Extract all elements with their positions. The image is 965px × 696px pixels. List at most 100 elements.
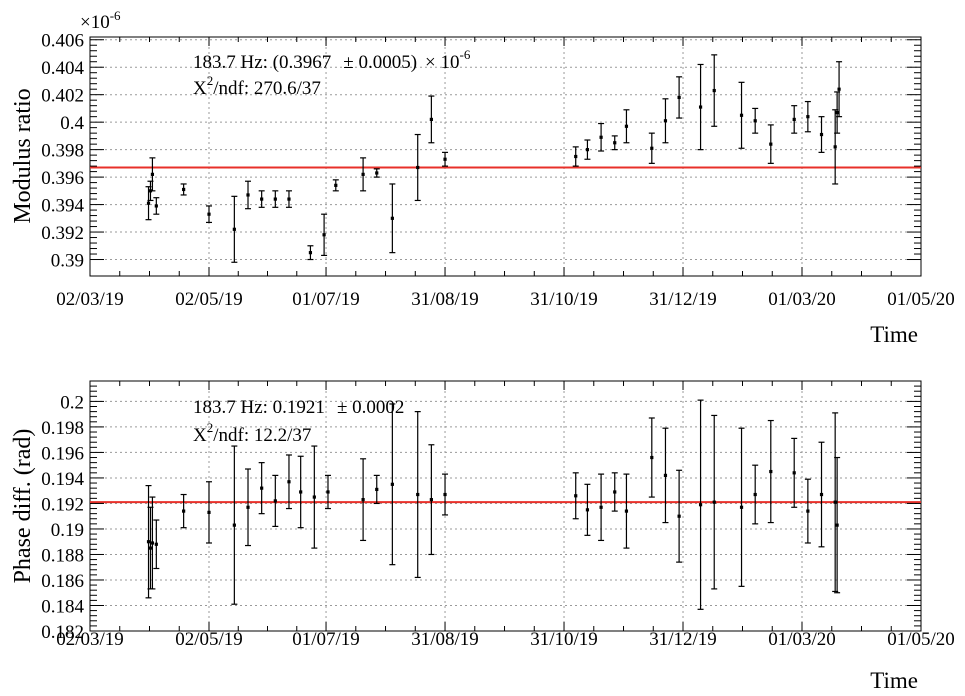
- marker: [650, 455, 654, 460]
- marker: [232, 523, 236, 527]
- marker: [182, 509, 186, 513]
- marker: [390, 482, 394, 486]
- marker: [150, 172, 155, 176]
- marker: [375, 171, 379, 175]
- marker: [663, 119, 668, 123]
- data-point: [584, 139, 591, 160]
- modulus-ratio-panel: 0.39 0.392 0.394 0.396 0.398 0.4 0.402 0.404 0.4…: [10, 8, 955, 347]
- data-point: [414, 133, 421, 202]
- data-point: [648, 132, 655, 164]
- data-point: [180, 183, 187, 196]
- y-tick-label: 0.394: [41, 196, 84, 217]
- data-point: [428, 444, 435, 556]
- data-point: [297, 455, 304, 529]
- marker: [334, 183, 338, 187]
- data-point: [149, 157, 156, 192]
- y-axis-title: Modulus ratio: [10, 88, 36, 223]
- y-tick-label: 0.404: [41, 58, 84, 79]
- data-point: [231, 445, 238, 605]
- plot-frame: [89, 380, 922, 632]
- y-tick-label: 0.186: [41, 571, 84, 592]
- marker: [287, 197, 291, 201]
- fit-annotation: 183.7 Hz: 0.1921 ± 0.0002: [193, 397, 404, 418]
- axis-ticks: [89, 37, 922, 276]
- marker: [207, 212, 211, 216]
- data-point: [598, 473, 605, 542]
- data-point: [145, 484, 152, 599]
- data-point: [584, 483, 591, 536]
- marker: [712, 500, 716, 504]
- marker: [833, 145, 837, 149]
- marker: [753, 119, 757, 123]
- data-point: [389, 183, 396, 254]
- marker: [806, 509, 810, 513]
- y-tick-label: 0.19: [51, 520, 84, 541]
- y-tick-label: 0.184: [41, 596, 84, 617]
- data-point: [818, 441, 825, 548]
- data-point: [791, 105, 798, 134]
- marker: [574, 494, 578, 498]
- x-tick-label: 01/05/20: [887, 289, 955, 310]
- marker: [599, 505, 603, 509]
- marker: [835, 110, 839, 115]
- data-point: [153, 197, 160, 215]
- grid: [90, 37, 921, 276]
- data-points: [145, 54, 843, 263]
- data-point: [373, 474, 380, 505]
- data-point: [611, 472, 618, 512]
- marker: [150, 541, 155, 545]
- data-point: [648, 417, 655, 498]
- data-point: [572, 146, 579, 167]
- x-tick-label: 31/08/19: [411, 629, 479, 650]
- marker: [624, 124, 629, 128]
- x-tick-label: 31/08/19: [411, 289, 479, 310]
- x-tick-labels: 02/03/19 02/05/19 01/07/19 31/08/19 31/10/19…: [56, 289, 955, 310]
- data-point: [623, 473, 630, 549]
- y-tick-label: 0.192: [41, 494, 84, 515]
- data-point: [258, 462, 265, 515]
- data-point: [804, 100, 811, 133]
- marker: [769, 469, 773, 474]
- phase-diff-panel: 0.182 0.184 0.186 0.188 0.19 0.192 0.194 0.196 0…: [10, 380, 955, 693]
- marker: [698, 105, 703, 109]
- marker: [246, 505, 250, 509]
- data-point: [389, 403, 396, 566]
- x-tick-label: 02/05/19: [175, 289, 243, 310]
- data-point: [205, 481, 212, 544]
- y-tick-labels: 0.182 0.184 0.186 0.188 0.19 0.192 0.194 0.196 0…: [41, 392, 84, 643]
- y-tick-label: 0.406: [41, 31, 84, 52]
- data-point: [332, 179, 339, 192]
- data-point: [442, 151, 449, 167]
- marker: [207, 510, 211, 514]
- x-tick-label: 01/03/20: [768, 629, 836, 650]
- axis-ticks: [89, 380, 922, 632]
- data-point: [676, 469, 683, 563]
- plot-frame: [89, 36, 922, 277]
- marker: [833, 500, 837, 504]
- data-point: [245, 180, 252, 210]
- marker: [677, 514, 681, 518]
- x-tick-label: 02/03/19: [56, 289, 124, 310]
- marker: [819, 132, 824, 137]
- y-tick-label: 0.188: [41, 545, 84, 566]
- data-point: [428, 95, 435, 144]
- marker: [806, 115, 810, 119]
- marker: [792, 117, 796, 122]
- data-point: [307, 245, 314, 261]
- data-point: [711, 414, 718, 590]
- marker: [443, 157, 447, 161]
- data-point: [662, 427, 669, 524]
- chi2-annotation: X2/ndf: 12.2/37: [193, 420, 311, 446]
- data-point: [272, 474, 279, 528]
- marker: [390, 216, 394, 220]
- y-tick-label: 0.182: [41, 622, 84, 643]
- marker: [712, 88, 716, 93]
- data-point: [738, 427, 745, 587]
- marker: [429, 498, 433, 502]
- marker: [769, 142, 773, 146]
- marker: [650, 146, 654, 150]
- marker: [739, 505, 744, 509]
- x-tick-label: 01/03/20: [768, 289, 836, 310]
- data-point: [258, 190, 265, 208]
- x-axis-title: Time: [870, 322, 918, 347]
